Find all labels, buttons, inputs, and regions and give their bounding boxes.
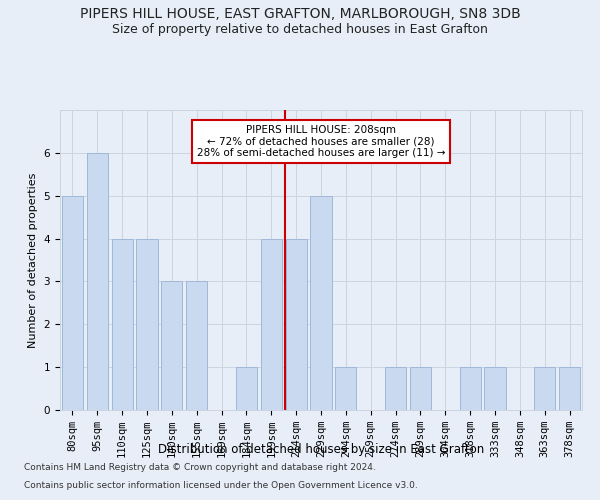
Bar [460,367,481,410]
Bar [186,282,207,410]
Text: PIPERS HILL HOUSE: 208sqm
← 72% of detached houses are smaller (28)
28% of semi-: PIPERS HILL HOUSE: 208sqm ← 72% of detac… [197,125,445,158]
Text: PIPERS HILL HOUSE, EAST GRAFTON, MARLBOROUGH, SN8 3DB: PIPERS HILL HOUSE, EAST GRAFTON, MARLBOR… [80,8,520,22]
Text: Contains HM Land Registry data © Crown copyright and database right 2024.: Contains HM Land Registry data © Crown c… [24,464,376,472]
Bar [335,367,356,410]
Text: Contains public sector information licensed under the Open Government Licence v3: Contains public sector information licen… [24,481,418,490]
Bar [112,238,133,410]
Text: Distribution of detached houses by size in East Grafton: Distribution of detached houses by size … [158,442,484,456]
Bar [161,282,182,410]
Text: Size of property relative to detached houses in East Grafton: Size of property relative to detached ho… [112,22,488,36]
Bar [261,238,282,410]
Bar [62,196,83,410]
Y-axis label: Number of detached properties: Number of detached properties [28,172,38,348]
Bar [559,367,580,410]
Bar [87,153,108,410]
Bar [534,367,555,410]
Bar [385,367,406,410]
Bar [286,238,307,410]
Bar [310,196,332,410]
Bar [410,367,431,410]
Bar [484,367,506,410]
Bar [236,367,257,410]
Bar [136,238,158,410]
